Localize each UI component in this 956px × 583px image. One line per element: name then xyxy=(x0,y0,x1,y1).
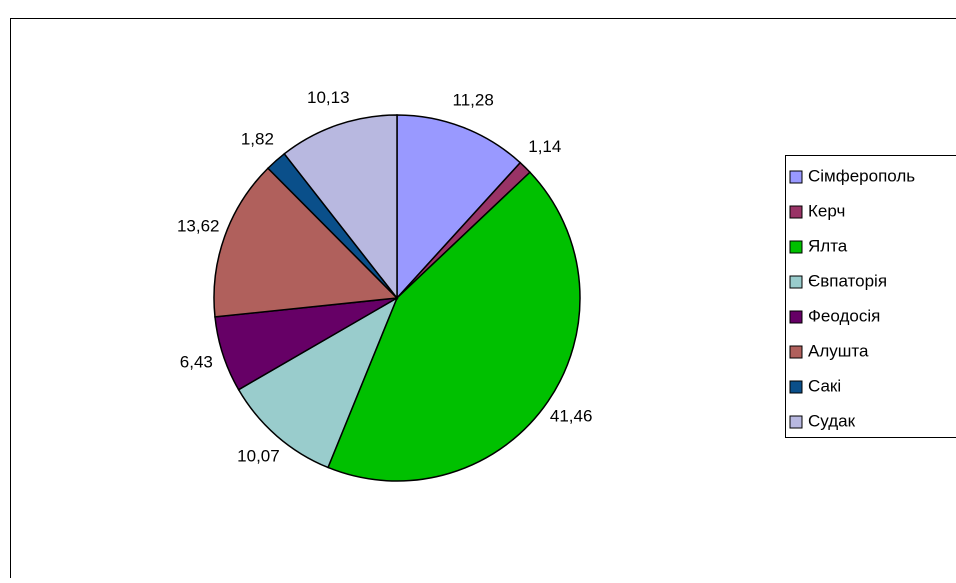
data-label: 1,14 xyxy=(528,137,561,156)
legend-label: Керч xyxy=(808,201,845,220)
legend-swatch xyxy=(790,206,802,218)
legend-swatch xyxy=(790,311,802,323)
legend-swatch xyxy=(790,416,802,428)
data-label: 41,46 xyxy=(550,407,593,426)
legend-label: Феодосія xyxy=(808,306,880,325)
legend-label: Сакі xyxy=(808,376,841,395)
data-label: 10,07 xyxy=(237,447,280,466)
legend-label: Євпаторія xyxy=(808,271,887,290)
legend-swatch xyxy=(790,381,802,393)
data-label: 10,13 xyxy=(307,88,350,107)
data-label: 1,82 xyxy=(241,129,274,148)
legend-label: Сімферополь xyxy=(808,166,915,185)
data-label: 11,28 xyxy=(453,91,494,110)
legend-swatch xyxy=(790,171,802,183)
data-label: 13,62 xyxy=(177,217,220,236)
legend-swatch xyxy=(790,241,802,253)
data-label: 6,43 xyxy=(180,353,213,372)
legend-label: Судак xyxy=(808,411,856,430)
legend-swatch xyxy=(790,346,802,358)
legend-swatch xyxy=(790,276,802,288)
legend-label: Ялта xyxy=(808,236,848,255)
legend-label: Алушта xyxy=(808,341,869,360)
